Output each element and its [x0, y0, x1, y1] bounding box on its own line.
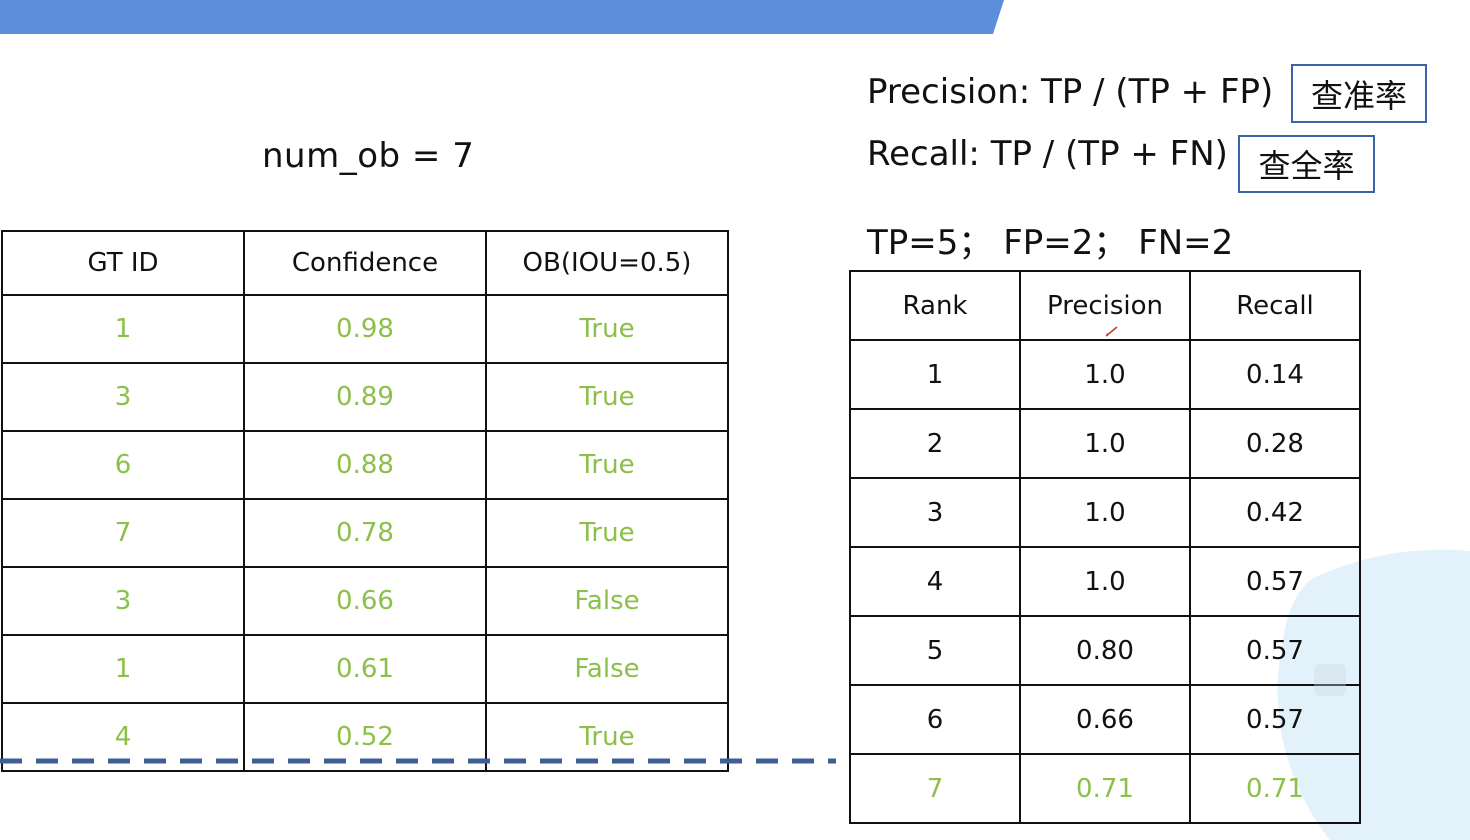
precision-cell: 1.0 — [1019, 408, 1191, 479]
recall-cell: 0.42 — [1189, 477, 1361, 548]
ob-cell: True — [485, 498, 729, 568]
num-ob-label: num_ob = 7 — [262, 136, 475, 176]
recall-cell: 0.57 — [1189, 615, 1361, 686]
precision-cell: 1.0 — [1019, 546, 1191, 617]
header-precision: Precision — [1019, 270, 1191, 341]
recall-cell: 0.57 — [1189, 684, 1361, 755]
confidence-cell: 0.98 — [243, 294, 487, 364]
table-row: 6 0.88 True — [1, 430, 729, 500]
precision-cell: 0.71 — [1019, 753, 1191, 824]
table-row: 1 0.61 False — [1, 634, 729, 704]
rank-cell: 1 — [849, 339, 1021, 410]
rank-cell: 4 — [849, 546, 1021, 617]
table-row-highlight: 7 0.71 0.71 — [849, 753, 1361, 824]
recall-cn-label: 查全率 — [1238, 135, 1375, 193]
confidence-cell: 0.89 — [243, 362, 487, 432]
precision-recall-table: Rank Precision Recall 1 1.0 0.14 2 1.0 0… — [849, 270, 1361, 824]
gt-id-cell: 7 — [1, 498, 245, 568]
pen-cursor-icon — [1105, 326, 1118, 337]
precision-cn-label: 查准率 — [1291, 64, 1427, 123]
dashed-divider — [0, 758, 836, 764]
recall-cell: 0.57 — [1189, 546, 1361, 617]
gt-id-cell: 1 — [1, 294, 245, 364]
ob-cell: True — [485, 294, 729, 364]
precision-cell: 0.80 — [1019, 615, 1191, 686]
table-row: 7 0.78 True — [1, 498, 729, 568]
ob-cell: True — [485, 702, 729, 772]
table-row: 6 0.66 0.57 — [849, 684, 1361, 755]
gt-id-cell: 3 — [1, 362, 245, 432]
tp-fp-fn-counts: TP=5； FP=2； FN=2 — [867, 223, 1234, 263]
confidence-cell: 0.66 — [243, 566, 487, 636]
rank-cell: 3 — [849, 477, 1021, 548]
header-rank: Rank — [849, 270, 1021, 341]
recall-cell: 0.28 — [1189, 408, 1361, 479]
table-row: 4 1.0 0.57 — [849, 546, 1361, 617]
precision-formula: Precision: TP / (TP + FP) — [867, 72, 1274, 112]
confidence-cell: 0.61 — [243, 634, 487, 704]
table-row: 3 0.66 False — [1, 566, 729, 636]
header-ob-iou: OB(IOU=0.5) — [485, 230, 729, 296]
rank-cell: 7 — [849, 753, 1021, 824]
gt-id-cell: 1 — [1, 634, 245, 704]
gt-id-cell: 6 — [1, 430, 245, 500]
detection-table: GT ID Confidence OB(IOU=0.5) 1 0.98 True… — [1, 230, 729, 772]
rank-cell: 6 — [849, 684, 1021, 755]
recall-cell: 0.14 — [1189, 339, 1361, 410]
table-header-row: Rank Precision Recall — [849, 270, 1361, 341]
table-row: 5 0.80 0.57 — [849, 615, 1361, 686]
table-row: 4 0.52 True — [1, 702, 729, 772]
table-row: 1 0.98 True — [1, 294, 729, 364]
ob-cell: False — [485, 566, 729, 636]
rank-cell: 2 — [849, 408, 1021, 479]
precision-cell: 1.0 — [1019, 477, 1191, 548]
header-gt-id: GT ID — [1, 230, 245, 296]
precision-cell: 0.66 — [1019, 684, 1191, 755]
confidence-cell: 0.78 — [243, 498, 487, 568]
recall-cell: 0.71 — [1189, 753, 1361, 824]
header-band — [0, 0, 1004, 34]
table-header-row: GT ID Confidence OB(IOU=0.5) — [1, 230, 729, 296]
confidence-cell: 0.88 — [243, 430, 487, 500]
header-confidence: Confidence — [243, 230, 487, 296]
ob-cell: True — [485, 362, 729, 432]
table-row: 2 1.0 0.28 — [849, 408, 1361, 479]
table-row: 3 0.89 True — [1, 362, 729, 432]
zoom-icon[interactable] — [1314, 664, 1346, 696]
table-row: 3 1.0 0.42 — [849, 477, 1361, 548]
table-row: 1 1.0 0.14 — [849, 339, 1361, 410]
ob-cell: True — [485, 430, 729, 500]
recall-formula: Recall: TP / (TP + FN) — [867, 134, 1228, 174]
ob-cell: False — [485, 634, 729, 704]
precision-cell: 1.0 — [1019, 339, 1191, 410]
rank-cell: 5 — [849, 615, 1021, 686]
header-recall: Recall — [1189, 270, 1361, 341]
gt-id-cell: 3 — [1, 566, 245, 636]
